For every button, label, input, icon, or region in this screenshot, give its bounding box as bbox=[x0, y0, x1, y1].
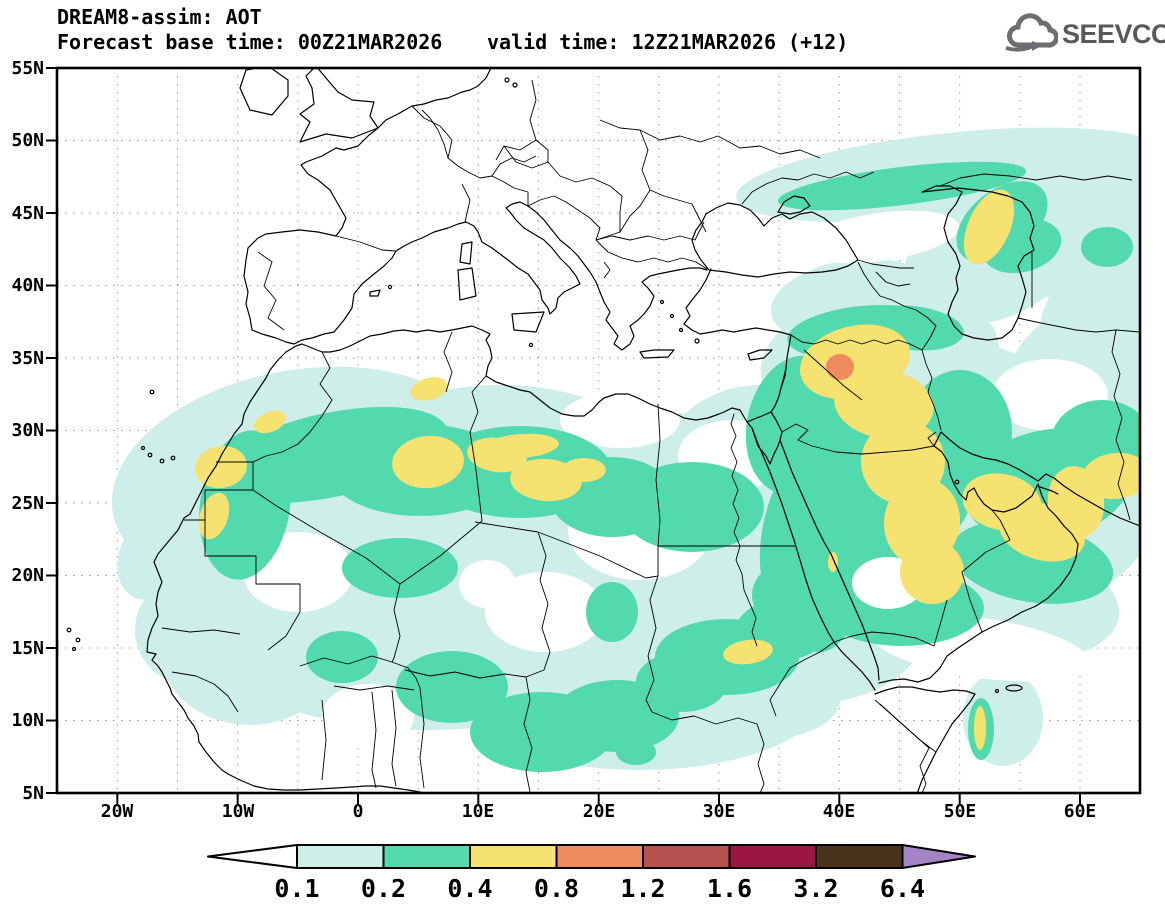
logo-text: SEEVCCC bbox=[1062, 18, 1165, 49]
page-title: DREAM8-assim: AOT bbox=[57, 5, 262, 29]
lon-tick-label: 10W bbox=[221, 801, 255, 822]
lat-tick-label: 15N bbox=[11, 638, 44, 659]
axis-ticks bbox=[46, 67, 1081, 804]
legend-value: 0.2 bbox=[361, 874, 406, 903]
legend-value: 0.8 bbox=[534, 874, 579, 903]
legend-arrow-below-min bbox=[207, 844, 298, 869]
lon-tick-label: 60E bbox=[1063, 801, 1097, 822]
legend-swatch-1.6-3.2 bbox=[728, 844, 817, 869]
legend-swatch-3.2-6.4 bbox=[815, 844, 904, 869]
lat-tick-label: 50N bbox=[11, 130, 44, 151]
legend-value: 0.4 bbox=[447, 874, 492, 903]
country-borders bbox=[161, 79, 1140, 793]
legend-arrow-above-max bbox=[901, 844, 976, 869]
legend-value: 1.6 bbox=[707, 874, 752, 903]
lon-tick-label: 10E bbox=[461, 801, 495, 822]
lat-tick-label: 55N bbox=[11, 58, 44, 79]
legend-swatch-0.1-0.2 bbox=[296, 844, 385, 869]
lon-tick-label: 20W bbox=[100, 801, 134, 822]
legend-swatch-0.2-0.4 bbox=[382, 844, 471, 869]
lon-tick-label: 0 bbox=[352, 801, 364, 822]
lon-tick-label: 20E bbox=[582, 801, 616, 822]
legend-swatch-0.8-1.2 bbox=[555, 844, 644, 869]
color-legend: 0.1 0.2 0.4 0.8 1.2 1.6 3.2 6.4 bbox=[207, 844, 976, 903]
legend-value: 1.2 bbox=[620, 874, 665, 903]
lat-tick-label: 20N bbox=[11, 565, 44, 586]
cloud-arrow-icon bbox=[1002, 12, 1058, 56]
forecast-base-time: Forecast base time: 00Z21MAR2026 bbox=[57, 30, 443, 54]
lon-tick-label: 40E bbox=[822, 801, 856, 822]
lat-tick-label: 10N bbox=[11, 710, 44, 731]
aot-fill-0p8 bbox=[826, 354, 854, 380]
lat-tick-label: 35N bbox=[11, 348, 44, 369]
legend-swatch-0.4-0.8 bbox=[469, 844, 558, 869]
lat-tick-label: 30N bbox=[11, 420, 44, 441]
legend-swatch-1.2-1.6 bbox=[642, 844, 731, 869]
coastlines bbox=[66, 68, 1140, 793]
lat-tick-label: 40N bbox=[11, 275, 44, 296]
lon-tick-label: 50E bbox=[943, 801, 977, 822]
valid-time: valid time: 12Z21MAR2026 (+12) bbox=[487, 30, 849, 54]
lat-tick-label: 25N bbox=[11, 493, 44, 514]
legend-value: 3.2 bbox=[793, 874, 838, 903]
lat-tick-label: 5N bbox=[22, 783, 44, 804]
legend-value: 6.4 bbox=[880, 874, 925, 903]
map-canvas bbox=[46, 66, 1142, 804]
legend-value: 0.1 bbox=[274, 874, 319, 903]
lat-tick-label: 45N bbox=[11, 203, 44, 224]
seevccc-logo: SEEVCCC bbox=[1002, 12, 1165, 56]
lon-tick-label: 30E bbox=[702, 801, 736, 822]
